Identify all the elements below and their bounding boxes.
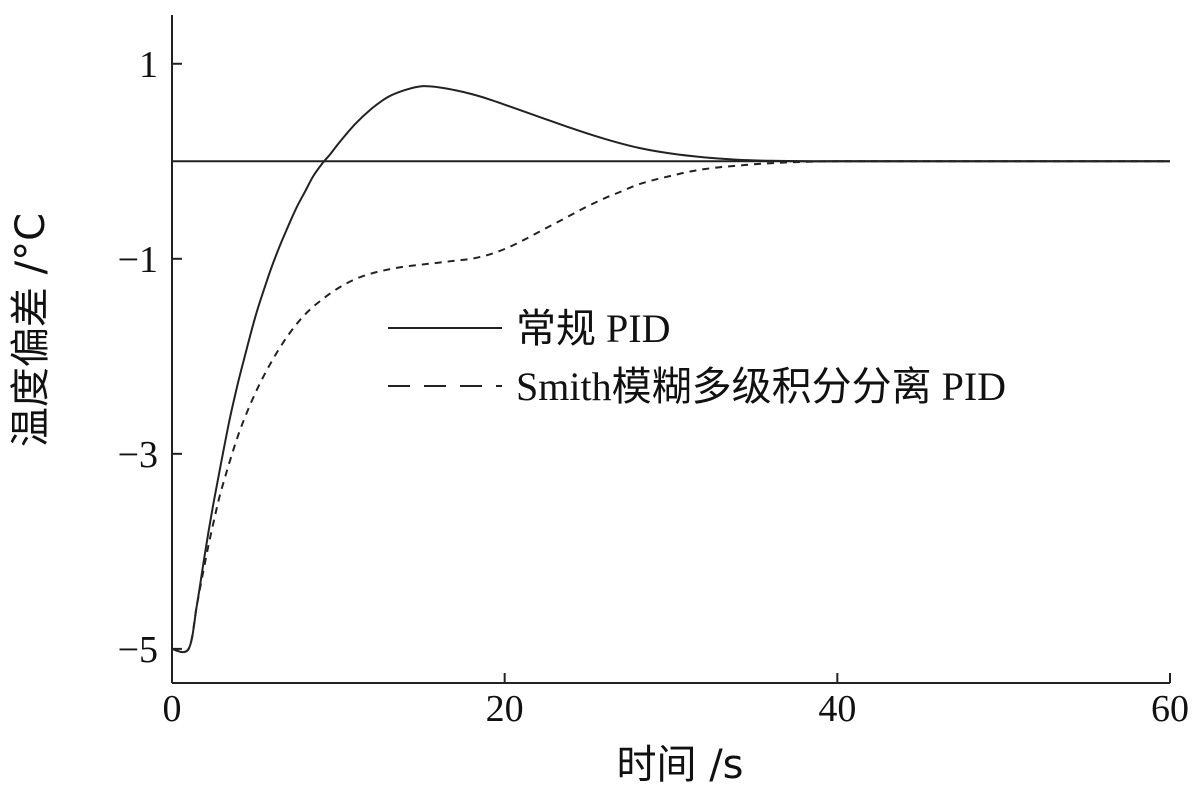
y-tick-label: 1 xyxy=(139,44,158,86)
y-axis-label: 温度偏差 /°C xyxy=(8,213,54,447)
x-axis-label: 时间 /s xyxy=(616,742,743,788)
series-group xyxy=(171,85,1170,654)
legend-label-conventional-pid: 常规 PID xyxy=(516,306,670,351)
series-line-smith-fuzzy-pid xyxy=(171,160,1170,654)
y-tick-label: −3 xyxy=(118,434,158,476)
series-line-conventional-pid xyxy=(171,85,1170,654)
legend-label-smith-fuzzy-pid: Smith模糊多级积分分离 PID xyxy=(516,364,1006,409)
x-tick-label: 60 xyxy=(1151,688,1189,730)
x-tick-label: 0 xyxy=(163,688,182,730)
y-tick-label: −1 xyxy=(118,239,158,281)
axes xyxy=(171,15,1170,684)
x-tick-label: 20 xyxy=(486,688,524,730)
ticks: 0 20 40 60 1 −1 −3 −5 xyxy=(118,44,1189,730)
legend: 常规 PID Smith模糊多级积分分离 PID xyxy=(388,306,1006,409)
y-tick-label: −5 xyxy=(118,629,158,671)
x-tick-label: 40 xyxy=(818,688,856,730)
